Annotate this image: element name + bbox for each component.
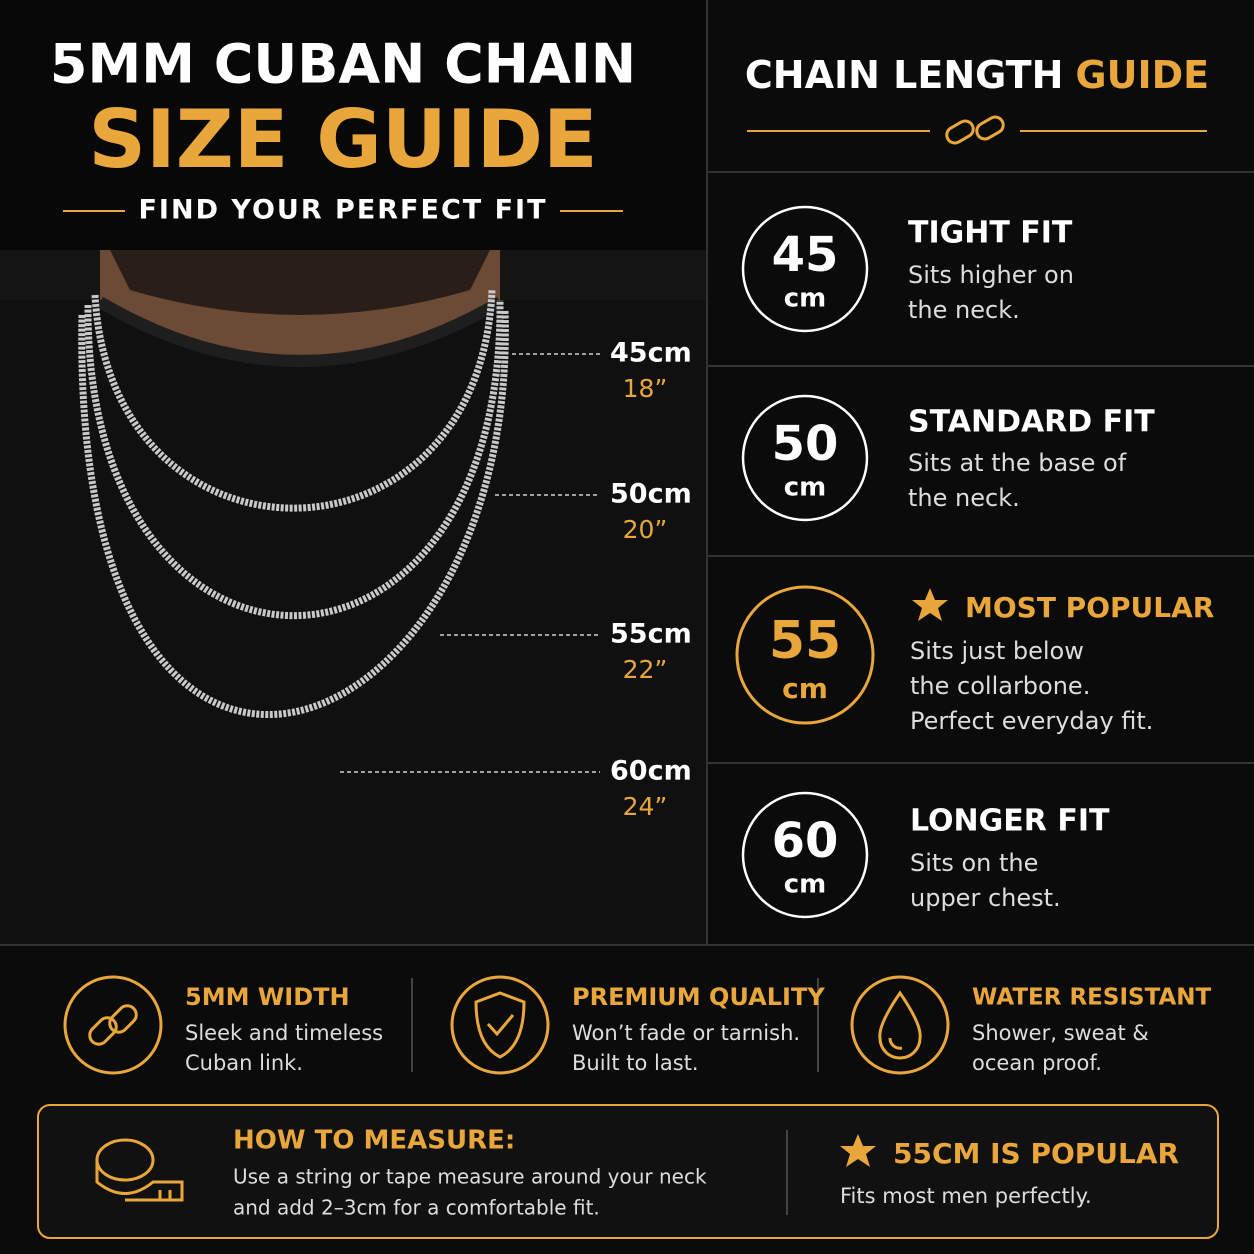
size-unit: cm	[784, 473, 827, 503]
label-cm: 50cm	[610, 479, 692, 510]
label-cm: 60cm	[610, 756, 692, 787]
size-unit: cm	[782, 672, 828, 705]
feature-title: WATER RESISTANT	[972, 985, 1212, 1011]
fit-heading: MOST POPULAR	[965, 591, 1214, 624]
measure-text: and add 2–3cm for a comfortable fit.	[233, 1196, 600, 1220]
size-number: 50	[772, 416, 839, 472]
feature-icon	[63, 975, 163, 1075]
measure-text: Use a string or tape measure around your…	[233, 1165, 707, 1189]
size-badge	[741, 205, 869, 333]
fit-text: Sits higher on	[908, 261, 1074, 289]
link-icon	[945, 115, 1005, 145]
fit-text: Sits at the base of	[908, 449, 1127, 477]
star-icon	[912, 588, 948, 621]
size-badge	[735, 585, 875, 725]
size-badge	[741, 791, 869, 919]
star-icon	[840, 1134, 876, 1167]
chain-50	[84, 299, 504, 620]
fit-text: Perfect everyday fit.	[910, 707, 1153, 735]
label-inch: 24”	[623, 792, 668, 821]
label-inch: 18”	[623, 374, 668, 403]
size-number: 45	[772, 227, 839, 283]
fit-heading: LONGER FIT	[910, 804, 1110, 839]
drop-icon	[878, 990, 922, 1060]
guide-title-main: CHAIN LENGTH	[745, 53, 1064, 97]
label-inch: 20”	[623, 515, 668, 544]
fit-heading: STANDARD FIT	[908, 405, 1155, 440]
size-badge	[741, 394, 869, 522]
size-number: 60	[772, 813, 839, 869]
feature-text: ocean proof.	[972, 1051, 1102, 1075]
label-inch: 22”	[623, 655, 668, 684]
fit-heading: TIGHT FIT	[908, 216, 1073, 251]
feature-text: Cuban link.	[185, 1051, 303, 1075]
shield-icon	[474, 991, 526, 1059]
beard	[110, 250, 490, 315]
measure-title: HOW TO MEASURE:	[233, 1126, 515, 1156]
feature-icon	[850, 975, 950, 1075]
fit-text: Sits on the	[910, 849, 1038, 877]
feature-title: PREMIUM QUALITY	[572, 983, 825, 1011]
feature-text: Won’t fade or tarnish.	[572, 1021, 800, 1045]
subtitle: FIND YOUR PERFECT FIT	[138, 195, 547, 226]
feature-text: Sleek and timeless	[185, 1021, 383, 1045]
feature-icon	[450, 975, 550, 1075]
feature-title: 5MM WIDTH	[185, 983, 350, 1011]
fit-text: the collarbone.	[910, 672, 1090, 700]
fit-text: the neck.	[908, 296, 1020, 324]
size-unit: cm	[784, 870, 827, 900]
feature-text: Shower, sweat &	[972, 1021, 1149, 1045]
measure-box	[37, 1104, 1219, 1239]
size-number: 55	[769, 611, 841, 671]
title: 5MM CUBAN CHAIN	[50, 33, 636, 96]
popular-text: Fits most men perfectly.	[840, 1184, 1092, 1208]
label-cm: 55cm	[610, 619, 692, 650]
tape-icon	[95, 1138, 184, 1202]
label-cm: 45cm	[610, 338, 692, 369]
fit-text: upper chest.	[910, 884, 1061, 912]
fit-text: Sits just below	[910, 637, 1084, 665]
shirt	[0, 300, 706, 945]
collar	[96, 296, 504, 367]
chain-60	[78, 309, 509, 718]
link-icon	[88, 1004, 138, 1046]
guide-title-accent: GUIDE	[1075, 53, 1209, 97]
chain-45	[91, 289, 496, 512]
guide-title: CHAIN LENGTH GUIDE	[745, 53, 1209, 97]
size-unit: cm	[784, 284, 827, 314]
title-accent: SIZE GUIDE	[88, 93, 597, 186]
fit-text: the neck.	[908, 484, 1020, 512]
feature-text: Built to last.	[572, 1051, 699, 1075]
header	[0, 0, 706, 250]
popular-title: 55CM IS POPULAR	[893, 1137, 1179, 1170]
